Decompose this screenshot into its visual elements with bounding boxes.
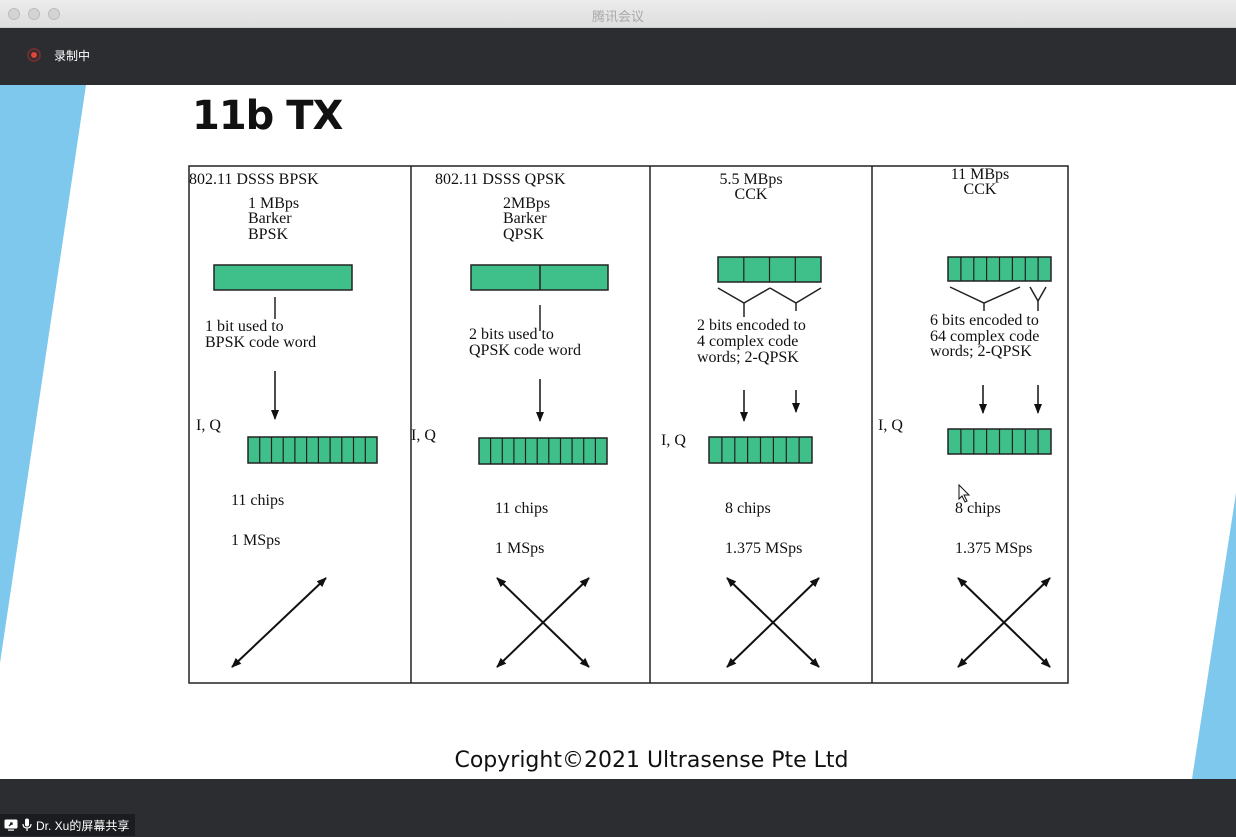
right-accent-shape	[1192, 493, 1236, 779]
col2-chips: 11 chips	[495, 500, 548, 517]
slide-copyright: Copyright©2021 Ultrasense Pte Ltd	[454, 748, 849, 773]
window-titlebar: 腾讯会议	[0, 0, 1236, 28]
col3-constellation-arrows	[726, 577, 820, 668]
column-dsss-qpsk: 802.11 DSSS QPSK 2MBps Barker QPSK 2 bit…	[411, 171, 609, 668]
col1-iq: I, Q	[196, 417, 221, 434]
col4-mod: CCK	[964, 181, 997, 198]
slide-canvas: 802.11 DSSS BPSK 1 MBps Barker BPSK 1 bi…	[0, 85, 1236, 779]
col2-bit-block	[470, 264, 609, 291]
col2-rate: 2MBps	[503, 195, 550, 212]
col1-symbol-rate: 1 MSps	[231, 532, 280, 549]
close-window-button[interactable]	[8, 8, 20, 20]
col1-constellation-arrow	[231, 577, 327, 668]
col3-chip-block	[708, 436, 813, 464]
col2-note-line1: 2 bits used to	[469, 326, 554, 343]
col4-chip-block	[947, 428, 1052, 455]
col4-note-line3: words; 2-QPSK	[930, 343, 1032, 360]
col3-mod: CCK	[735, 186, 768, 203]
col3-chips: 8 chips	[725, 500, 771, 517]
column-dsss-bpsk: 802.11 DSSS BPSK 1 MBps Barker BPSK 1 bi…	[189, 171, 378, 668]
col2-mod: QPSK	[503, 226, 544, 243]
microphone-icon	[22, 818, 32, 831]
left-accent-shape	[0, 85, 86, 663]
col3-bit-brackets	[717, 287, 822, 317]
col3-note-line3: words; 2-QPSK	[697, 349, 799, 366]
col2-header: 802.11 DSSS QPSK	[435, 171, 566, 188]
col4-symbol-rate: 1.375 MSps	[955, 540, 1032, 557]
col1-note-line1: 1 bit used to	[205, 318, 284, 335]
recording-icon	[27, 48, 41, 62]
window-title: 腾讯会议	[591, 9, 644, 24]
slide-title: 11b TX	[192, 93, 343, 139]
col1-note-line2: BPSK code word	[205, 334, 316, 351]
col4-bit-brackets	[949, 286, 1047, 311]
col3-note-line2: 4 complex code	[697, 333, 798, 350]
col4-note-line1: 6 bits encoded to	[930, 312, 1039, 329]
col4-note-line2: 64 complex code	[930, 328, 1039, 345]
col2-constellation-arrows	[496, 577, 590, 668]
col4-header: 11 MBps	[951, 166, 1010, 183]
recording-label: 录制中	[54, 49, 91, 63]
col2-code: Barker	[503, 210, 547, 227]
screen-share-label: Dr. Xu的屏幕共享	[36, 818, 130, 833]
screen-share-badge[interactable]: Dr. Xu的屏幕共享	[0, 814, 136, 836]
col1-header: 802.11 DSSS BPSK	[189, 171, 319, 188]
col1-mod: BPSK	[248, 226, 288, 243]
col3-header: 5.5 MBps	[719, 171, 782, 188]
col2-symbol-rate: 1 MSps	[495, 540, 544, 557]
col2-chip-block	[478, 437, 608, 465]
col4-iq: I, Q	[878, 417, 903, 434]
col2-note-line2: QPSK code word	[469, 342, 581, 359]
col4-bit-block	[947, 256, 1052, 282]
col3-iq: I, Q	[661, 432, 686, 449]
col1-rate: 1 MBps	[248, 195, 299, 212]
col1-code: Barker	[248, 210, 292, 227]
zoom-window-button[interactable]	[48, 8, 60, 20]
col4-constellation-arrows	[957, 577, 1051, 668]
col1-bit-block	[213, 264, 353, 291]
col2-iq: I, Q	[411, 427, 436, 444]
column-cck-5-5: 5.5 MBps CCK 2 bits encoded to 4 complex…	[661, 171, 822, 668]
col3-note-line1: 2 bits encoded to	[697, 317, 806, 334]
meeting-bottombar	[0, 779, 1236, 837]
screen-share-icon	[4, 819, 18, 831]
diagram-table	[188, 165, 1069, 684]
col4-chips: 8 chips	[955, 500, 1001, 517]
col3-symbol-rate: 1.375 MSps	[725, 540, 802, 557]
shared-slide: 802.11 DSSS BPSK 1 MBps Barker BPSK 1 bi…	[0, 85, 1236, 779]
mouse-cursor-icon	[958, 483, 971, 503]
col3-bit-block	[717, 256, 822, 283]
meeting-topbar	[0, 28, 1236, 85]
col1-chips: 11 chips	[231, 492, 284, 509]
column-cck-11: 11 MBps CCK 6 bits encoded to 64 complex…	[878, 166, 1052, 668]
minimize-window-button[interactable]	[28, 8, 40, 20]
col1-chip-block	[247, 436, 378, 464]
